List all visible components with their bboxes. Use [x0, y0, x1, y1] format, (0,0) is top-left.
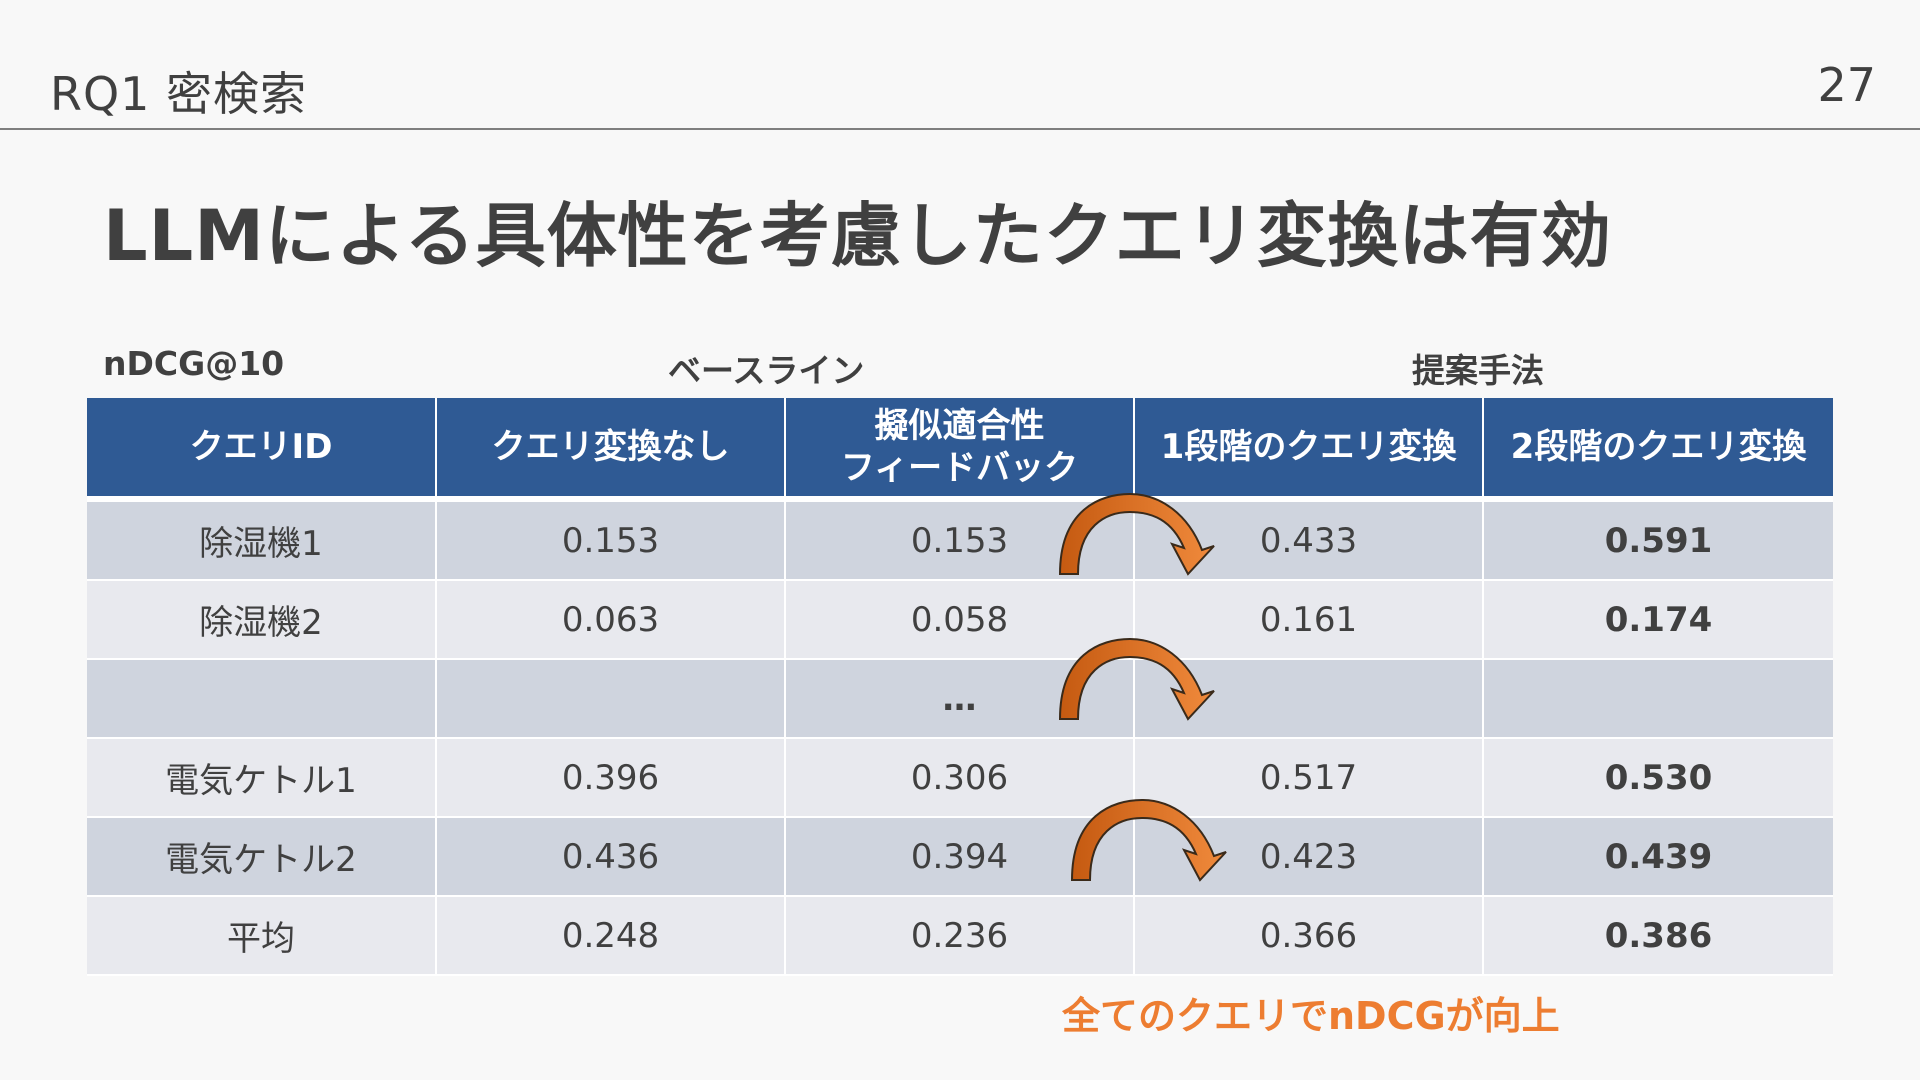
section-title: RQ1 密検索	[50, 67, 308, 121]
baseline-group-label: ベースライン	[668, 351, 865, 390]
table-row: 除湿機1 0.153 0.153 0.433 0.591	[87, 499, 1833, 581]
slide-title: LLMによる具体性を考慮したクエリ変換は有効	[103, 195, 1612, 277]
column-header-one-stage: 1段階のクエリ変換	[1134, 398, 1484, 502]
cell-no-transform	[436, 659, 786, 739]
table-row-average: 平均 0.248 0.236 0.366 0.386	[87, 896, 1833, 976]
table-row: 電気ケトル2 0.436 0.394 0.423 0.439	[87, 817, 1833, 897]
cell-prf: 0.306	[785, 738, 1135, 818]
cell-query	[87, 659, 437, 739]
cell-one-stage: 0.423	[1134, 817, 1484, 897]
cell-two-stage: 0.530	[1483, 738, 1833, 818]
cell-one-stage	[1134, 659, 1484, 739]
cell-prf: 0.394	[785, 817, 1135, 897]
metric-label: nDCG@10	[103, 344, 285, 383]
cell-query: 電気ケトル2	[87, 817, 437, 897]
cell-prf: 0.236	[785, 896, 1135, 976]
cell-no-transform: 0.248	[436, 896, 786, 976]
cell-two-stage: 0.439	[1483, 817, 1833, 897]
proposed-group-label: 提案手法	[1412, 351, 1544, 390]
cell-query: 平均	[87, 896, 437, 976]
cell-no-transform: 0.436	[436, 817, 786, 897]
column-header-no-transform: クエリ変換なし	[436, 398, 786, 502]
header-divider	[0, 128, 1920, 130]
cell-one-stage: 0.366	[1134, 896, 1484, 976]
table-row: 除湿機2 0.063 0.058 0.161 0.174	[87, 580, 1833, 660]
table-row: 電気ケトル1 0.396 0.306 0.517 0.530	[87, 738, 1833, 818]
table-row-ellipsis: …	[87, 659, 1833, 739]
column-header-prf: 擬似適合性 フィードバック	[785, 398, 1135, 502]
results-table: クエリID クエリ変換なし 擬似適合性 フィードバック 1段階のクエリ変換 2段…	[87, 398, 1833, 976]
column-header-query-id: クエリID	[87, 398, 437, 502]
cell-query: 電気ケトル1	[87, 738, 437, 818]
column-header-two-stage: 2段階のクエリ変換	[1483, 398, 1833, 502]
cell-no-transform: 0.396	[436, 738, 786, 818]
cell-two-stage: 0.174	[1483, 580, 1833, 660]
cell-prf: 0.058	[785, 580, 1135, 660]
table-header-row: クエリID クエリ変換なし 擬似適合性 フィードバック 1段階のクエリ変換 2段…	[87, 398, 1833, 502]
cell-no-transform: 0.063	[436, 580, 786, 660]
footnote-callout: 全てのクエリでnDCGが向上	[1062, 994, 1560, 1038]
cell-query: 除湿機1	[87, 499, 437, 581]
cell-two-stage: 0.386	[1483, 896, 1833, 976]
cell-one-stage: 0.161	[1134, 580, 1484, 660]
cell-two-stage: 0.591	[1483, 499, 1833, 581]
page-number: 27	[1817, 58, 1876, 112]
cell-prf: 0.153	[785, 499, 1135, 581]
cell-query: 除湿機2	[87, 580, 437, 660]
cell-ellipsis: …	[785, 659, 1135, 739]
cell-one-stage: 0.433	[1134, 499, 1484, 581]
cell-two-stage	[1483, 659, 1833, 739]
cell-no-transform: 0.153	[436, 499, 786, 581]
cell-one-stage: 0.517	[1134, 738, 1484, 818]
